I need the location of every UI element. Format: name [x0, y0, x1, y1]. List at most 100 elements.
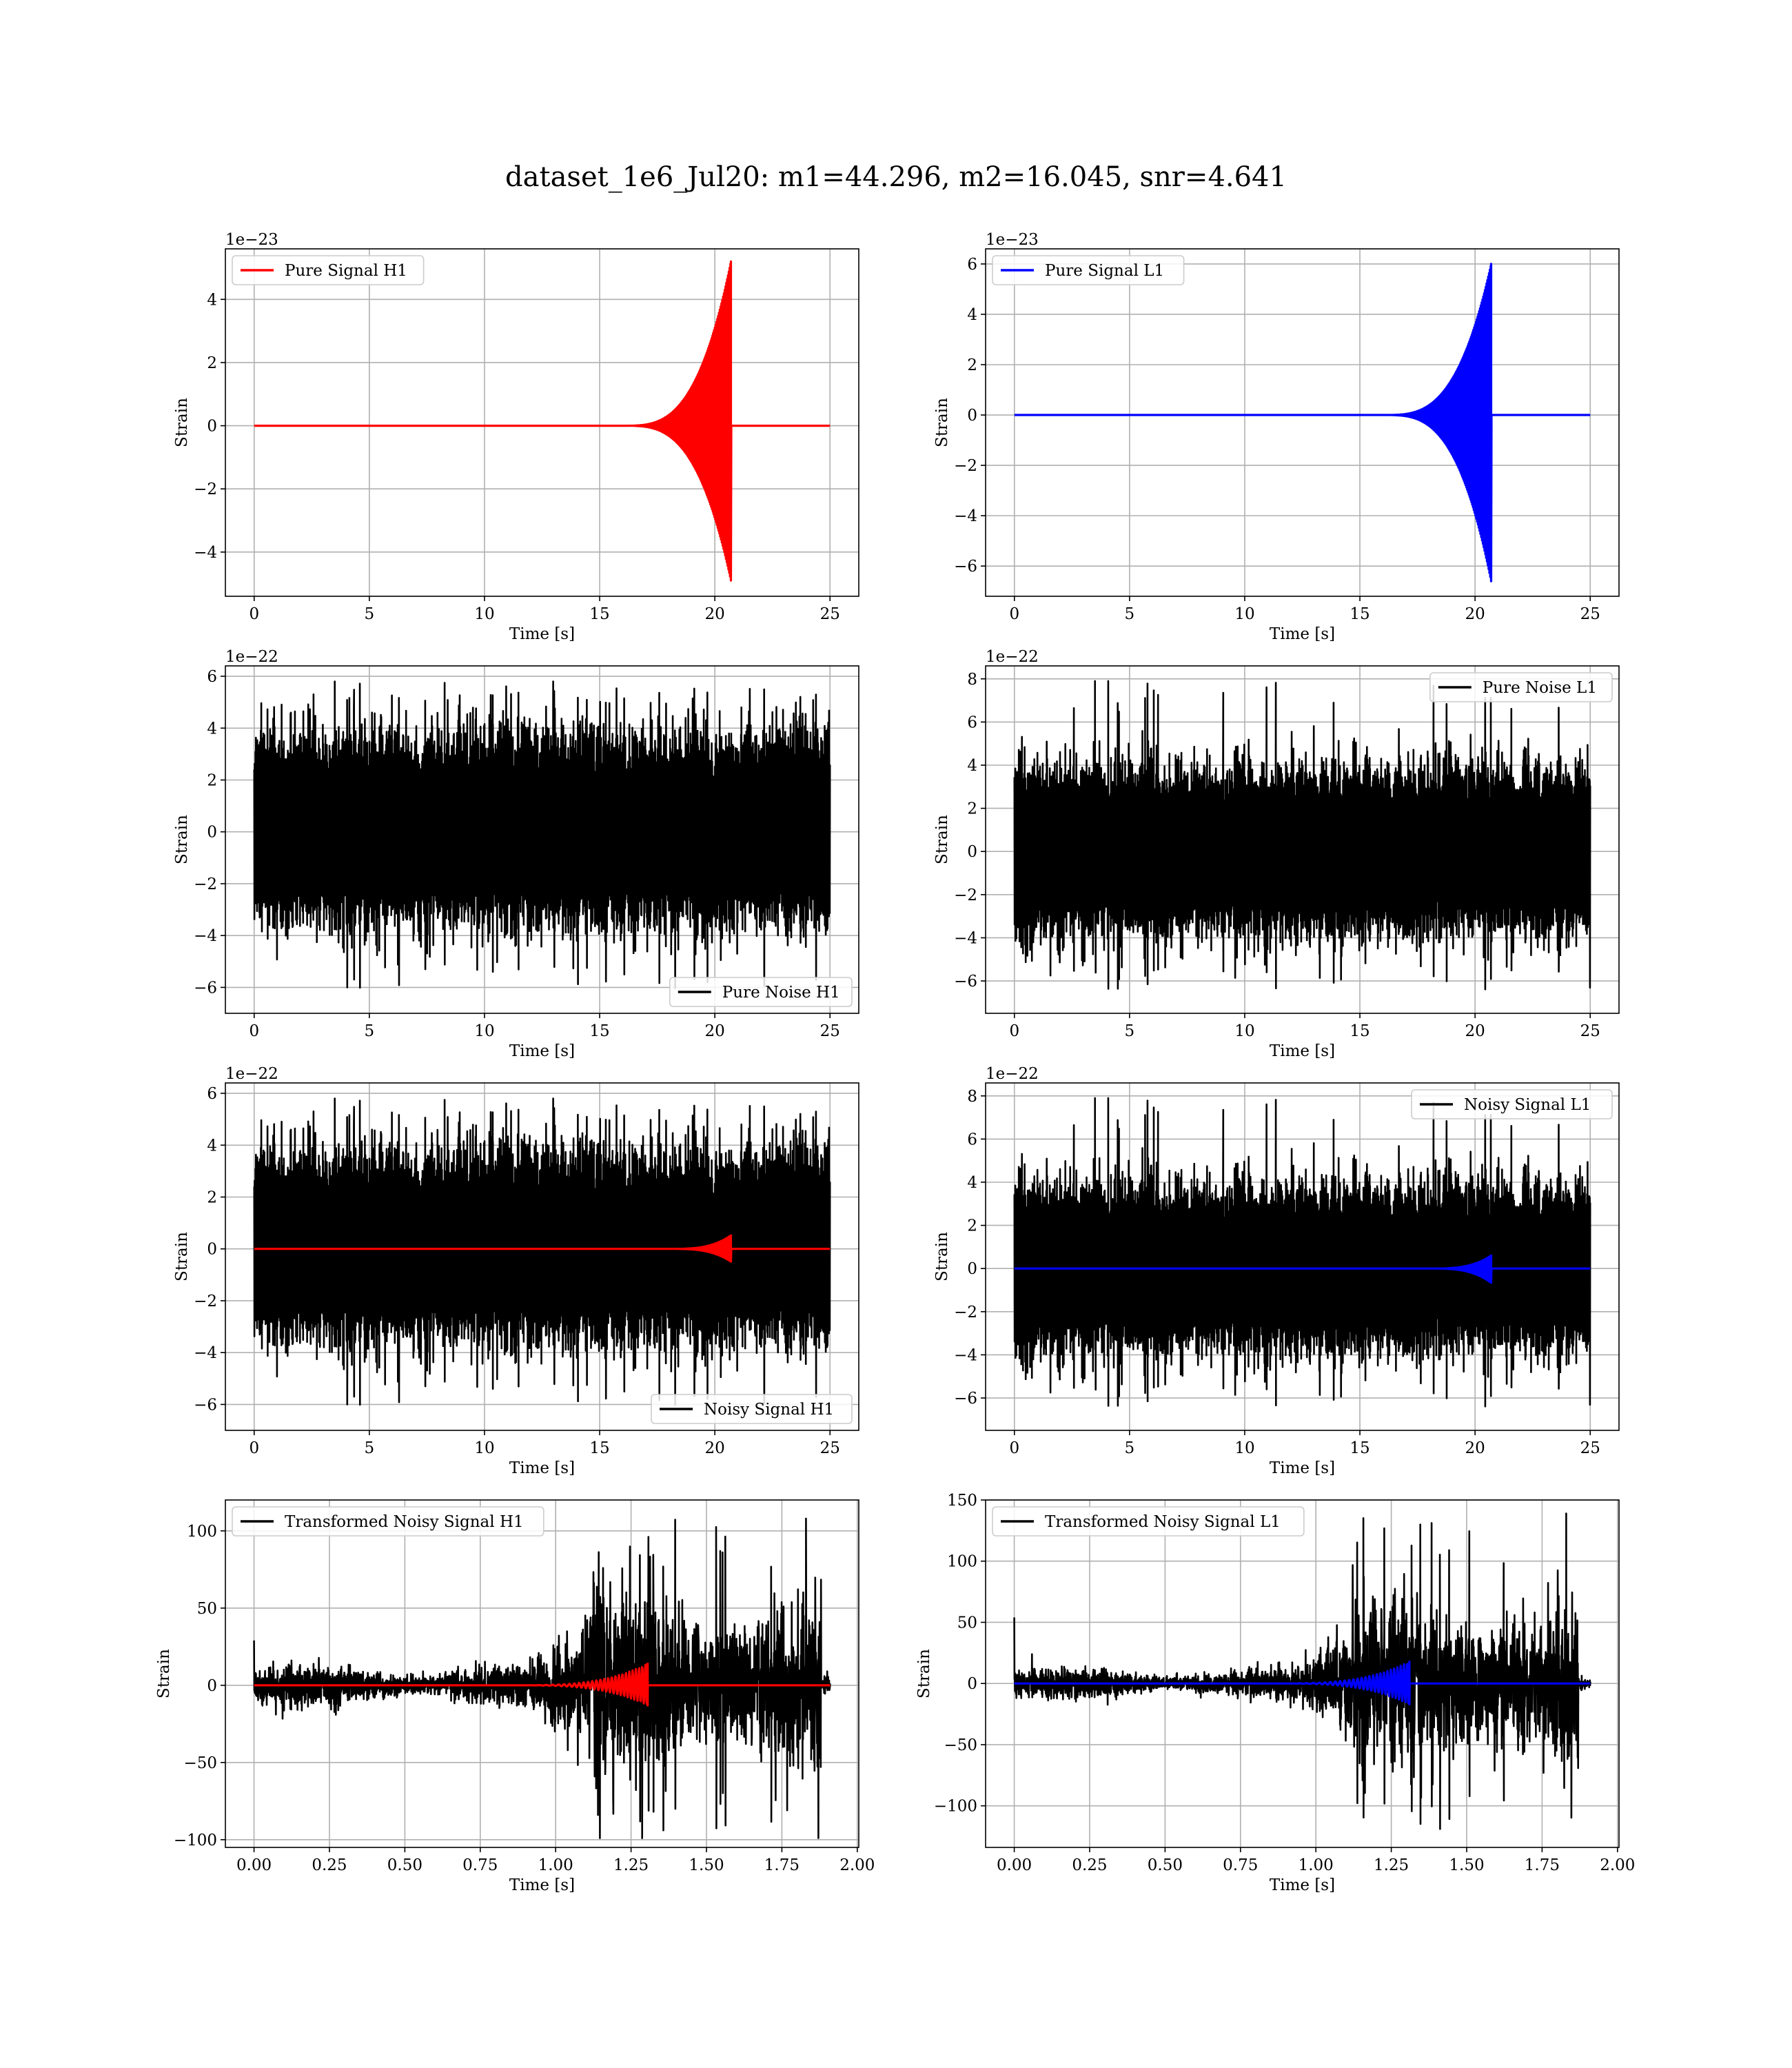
y-axis-label: Strain	[933, 1232, 951, 1281]
series-line-pure-noise-l1	[1013, 680, 1591, 991]
x-axis-label: Time [s]	[509, 1876, 575, 1894]
y-tick-label: 4	[967, 757, 977, 775]
y-tick-label: −2	[194, 875, 217, 893]
y-tick-label: 6	[967, 256, 977, 274]
x-tick-label: 0.25	[1072, 1856, 1107, 1874]
legend-label: Noisy Signal H1	[704, 1401, 834, 1419]
series-line-noisy-signal-h1-overlay-1	[253, 1234, 831, 1263]
y-tick-label: 2	[207, 771, 217, 789]
x-axis-label: Time [s]	[1270, 1459, 1335, 1477]
legend-label: Pure Noise L1	[1483, 679, 1597, 697]
y-tick-label: 0	[967, 1675, 977, 1693]
y-axis-label: Strain	[173, 815, 191, 864]
y-tick-label: −6	[194, 1396, 217, 1414]
legend-label: Noisy Signal L1	[1464, 1096, 1591, 1114]
grid	[986, 249, 1619, 596]
legend-label: Pure Signal H1	[285, 262, 407, 280]
y-tick-label: 6	[207, 668, 217, 686]
x-tick-label: 1.00	[1299, 1856, 1334, 1874]
x-tick-label: 5	[365, 1022, 375, 1040]
x-tick-label: 20	[1465, 1439, 1485, 1457]
x-tick-label: 0	[1009, 1439, 1019, 1457]
y-tick-label: 6	[967, 713, 977, 731]
y-axis-label: Strain	[933, 815, 951, 864]
x-tick-label: 0.00	[236, 1856, 272, 1874]
y-tick-label: 4	[207, 720, 217, 738]
y-tick-label: 8	[967, 1088, 977, 1106]
x-tick-label: 15	[1350, 1439, 1370, 1457]
x-tick-label: 2.00	[839, 1856, 875, 1874]
y-tick-label: −6	[194, 979, 217, 997]
x-tick-label: 15	[589, 605, 609, 623]
legend-label: Transformed Noisy Signal L1	[1045, 1513, 1281, 1531]
y-tick-label: −4	[954, 1346, 977, 1364]
x-tick-label: 1.25	[613, 1856, 649, 1874]
y-axis-label: Strain	[173, 1232, 191, 1281]
y-tick-label: 4	[207, 1137, 217, 1155]
y-tick-label: 2	[207, 354, 217, 372]
y-tick-label: 2	[967, 356, 977, 374]
legend: Noisy Signal H1	[651, 1394, 853, 1424]
series-line-noisy-signal-l1-overlay-1	[1013, 1254, 1591, 1284]
legend: Pure Noise H1	[669, 977, 853, 1007]
x-tick-label: 0	[249, 605, 259, 623]
x-tick-label: 15	[1350, 605, 1370, 623]
legend: Pure Noise L1	[1429, 672, 1613, 702]
y-tick-label: −2	[954, 886, 977, 904]
y-tick-label: −4	[954, 929, 977, 947]
axis-offset-text: 1e−23	[986, 231, 1039, 249]
y-tick-label: 0	[967, 407, 977, 425]
axis-offset-text: 1e−22	[986, 648, 1039, 666]
y-tick-label: −2	[954, 1304, 977, 1321]
y-tick-label: −100	[934, 1798, 977, 1816]
series-line-transformed-noisy-signal-h1	[253, 1517, 831, 1839]
x-tick-label: 0.00	[997, 1856, 1032, 1874]
y-tick-label: 6	[967, 1131, 977, 1148]
y-tick-label: −6	[954, 973, 977, 991]
x-tick-label: 20	[1465, 605, 1485, 623]
y-tick-label: −2	[194, 1292, 217, 1310]
x-tick-label: 25	[820, 1439, 840, 1457]
y-tick-label: −2	[954, 457, 977, 475]
x-tick-label: 15	[589, 1439, 609, 1457]
axis-offset-text: 1e−22	[986, 1065, 1039, 1083]
x-tick-label: 20	[1465, 1022, 1485, 1040]
axes-frame	[985, 665, 1620, 1014]
x-tick-label: 25	[820, 605, 840, 623]
x-tick-label: 0	[249, 1439, 259, 1457]
series-line-transformed-noisy-signal-l1-overlay-1	[1013, 1660, 1591, 1705]
y-tick-label: 50	[957, 1614, 977, 1632]
y-tick-label: −50	[183, 1754, 217, 1772]
y-tick-label: 6	[207, 1085, 217, 1103]
y-tick-label: −50	[944, 1736, 977, 1754]
x-tick-label: 5	[1125, 605, 1135, 623]
x-tick-label: 5	[1125, 1022, 1135, 1040]
x-tick-label: 10	[474, 1439, 494, 1457]
x-axis-label: Time [s]	[1270, 1042, 1335, 1060]
x-tick-label: 15	[589, 1022, 609, 1040]
x-tick-label: 25	[820, 1022, 840, 1040]
y-tick-label: 2	[967, 1217, 977, 1235]
x-tick-label: 20	[704, 605, 724, 623]
x-tick-label: 25	[1580, 1022, 1600, 1040]
series-line-pure-signal-h1	[253, 260, 831, 582]
x-tick-label: 0.75	[462, 1856, 498, 1874]
x-tick-label: 0.25	[312, 1856, 347, 1874]
legend: Noisy Signal L1	[1411, 1089, 1613, 1119]
y-tick-label: 2	[207, 1188, 217, 1206]
x-tick-label: 2.00	[1600, 1856, 1635, 1874]
axes-frame	[985, 1082, 1620, 1431]
axes-frame	[225, 1499, 859, 1848]
y-tick-label: 100	[187, 1523, 217, 1541]
y-tick-label: −4	[194, 1344, 217, 1362]
legend-label: Pure Signal L1	[1045, 262, 1164, 280]
y-tick-label: 50	[197, 1600, 217, 1618]
y-axis-label: Strain	[173, 398, 191, 447]
y-tick-label: 0	[207, 1677, 217, 1695]
x-tick-label: 10	[474, 1022, 494, 1040]
axes-frame	[225, 665, 859, 1014]
x-tick-label: 5	[1125, 1439, 1135, 1457]
series-line-pure-noise-h1	[253, 680, 831, 989]
x-axis-label: Time [s]	[509, 625, 575, 643]
